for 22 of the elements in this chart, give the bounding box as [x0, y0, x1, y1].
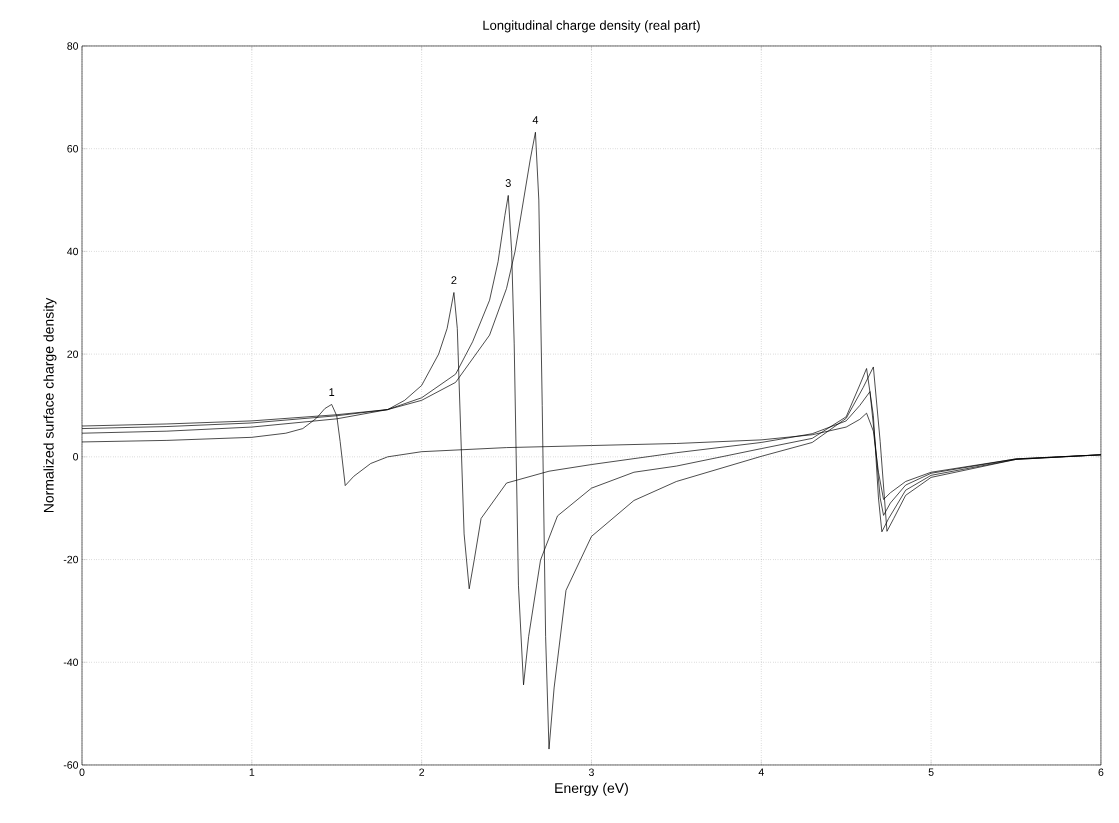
y-axis-title: Normalized surface charge density	[43, 297, 57, 513]
annotation: 3	[505, 179, 511, 187]
y-tick-label: -60	[63, 761, 79, 769]
x-tick-label: 2	[419, 768, 425, 776]
x-tick-label: 6	[1098, 768, 1104, 776]
y-tick-label: 0	[73, 453, 79, 461]
y-tick-label: 40	[67, 247, 79, 256]
x-tick-label: 4	[758, 768, 764, 776]
y-tick-label: 60	[67, 144, 79, 153]
x-axis-title: Energy (eV)	[555, 782, 628, 796]
x-tick-label: 3	[588, 768, 594, 776]
annotation: 2	[451, 276, 457, 284]
annotation: 4	[532, 116, 539, 124]
y-tick-label: 20	[67, 350, 79, 358]
x-tick-label: 0	[79, 768, 85, 776]
chart-title: Longitudinal charge density (real part)	[483, 20, 700, 33]
y-tick-label: 80	[67, 42, 79, 50]
y-tick-label: -40	[63, 658, 79, 666]
x-tick-label: 1	[249, 768, 255, 776]
annotation: 1	[329, 388, 335, 396]
x-tick-label: 5	[928, 768, 934, 776]
y-tick-label: -20	[63, 555, 79, 564]
